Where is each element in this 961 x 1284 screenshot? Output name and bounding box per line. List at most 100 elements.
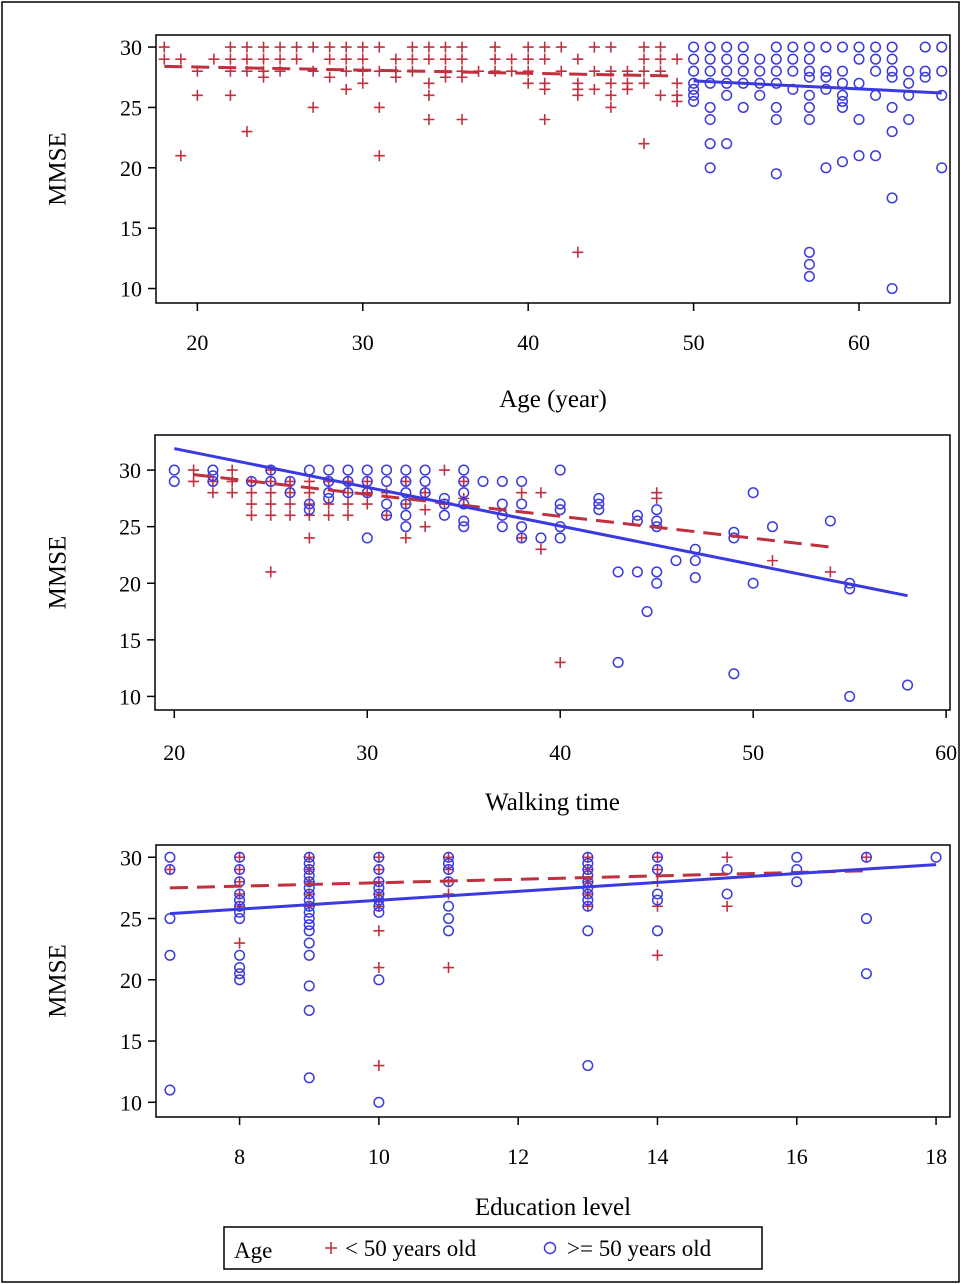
data-point-50-plus <box>803 53 815 65</box>
data-point-under-50 <box>539 41 551 53</box>
data-point-under-50 <box>284 509 296 521</box>
data-point-50-plus <box>373 863 385 876</box>
y-axis-label-age: MMSE <box>45 132 72 206</box>
legend: Age < 50 years old >= 50 years old <box>223 1226 763 1270</box>
data-point-50-plus <box>721 138 733 150</box>
data-point-50-plus <box>419 464 431 476</box>
data-point-50-plus <box>554 498 566 510</box>
data-point-50-plus <box>853 113 865 126</box>
data-point-50-plus <box>754 65 766 77</box>
panel-age: 20 30 40 50 60 10 15 20 25 30 Age (year) MMSE <box>45 34 951 413</box>
data-point-under-50 <box>406 41 418 53</box>
data-point-under-50 <box>284 487 296 499</box>
data-point-50-plus <box>770 101 782 113</box>
data-point-50-plus <box>886 71 898 83</box>
data-point-under-50 <box>234 851 246 863</box>
y-tick-label: 30 <box>119 458 141 483</box>
data-point-under-50 <box>274 53 286 65</box>
data-point-under-50 <box>443 962 455 974</box>
data-point-under-50 <box>373 962 385 974</box>
data-point-under-50 <box>456 53 468 65</box>
data-point-under-50 <box>439 53 451 65</box>
data-point-under-50 <box>555 65 567 77</box>
data-point-50-plus <box>458 521 470 533</box>
data-point-under-50 <box>303 851 315 863</box>
data-point-50-plus <box>381 464 393 476</box>
data-point-under-50 <box>516 487 528 499</box>
data-point-50-plus <box>820 65 832 77</box>
data-point-50-plus <box>234 974 246 986</box>
data-point-50-plus <box>458 498 470 510</box>
data-point-under-50 <box>340 83 352 95</box>
data-point-under-50 <box>651 851 663 863</box>
data-point-50-plus <box>554 464 566 476</box>
data-point-50-plus <box>787 65 799 77</box>
data-point-under-50 <box>535 543 547 555</box>
data-point-50-plus <box>234 968 246 980</box>
data-point-under-50 <box>582 900 594 912</box>
data-point-under-50 <box>303 498 315 510</box>
data-point-50-plus <box>303 925 315 937</box>
data-point-50-plus <box>704 138 716 150</box>
data-point-50-plus <box>886 282 898 295</box>
data-point-50-plus <box>728 668 740 680</box>
data-point-50-plus <box>919 65 931 77</box>
data-point-50-plus <box>234 888 246 900</box>
legend-label-under-50: < 50 years old <box>345 1236 477 1261</box>
data-point-under-50 <box>522 65 534 77</box>
data-point-50-plus <box>860 851 872 863</box>
data-point-under-50 <box>175 53 187 65</box>
data-point-under-50 <box>258 53 270 65</box>
data-point-50-plus <box>582 857 594 869</box>
x-tick-label: 60 <box>848 330 870 355</box>
data-point-50-plus <box>438 509 450 521</box>
data-point-50-plus <box>689 555 701 567</box>
data-point-50-plus <box>853 150 865 162</box>
data-point-50-plus <box>721 89 733 101</box>
data-point-under-50 <box>671 95 683 107</box>
data-point-under-50 <box>373 1060 385 1072</box>
data-point-50-plus <box>554 532 566 544</box>
data-point-50-plus <box>303 863 315 876</box>
data-point-under-50 <box>582 888 594 900</box>
data-point-50-plus <box>721 65 733 77</box>
data-point-50-plus <box>323 487 335 499</box>
data-point-50-plus <box>361 532 373 544</box>
data-point-50-plus <box>903 65 915 77</box>
data-point-50-plus <box>303 912 315 925</box>
data-point-50-plus <box>688 53 700 65</box>
data-point-50-plus <box>373 882 385 894</box>
data-point-50-plus <box>836 101 849 113</box>
data-point-under-50 <box>361 498 373 510</box>
y-axis-label-walking-time: MMSE <box>45 536 72 610</box>
data-point-50-plus <box>721 41 733 53</box>
data-point-50-plus <box>770 168 782 180</box>
data-point-under-50 <box>539 114 551 126</box>
data-point-50-plus <box>381 475 393 487</box>
data-point-under-50 <box>522 53 534 65</box>
data-point-under-50 <box>303 509 315 521</box>
data-point-under-50 <box>506 65 518 77</box>
y-tick-label: 20 <box>119 571 141 596</box>
data-point-50-plus <box>164 1084 176 1096</box>
plot-frame-education <box>155 844 951 1118</box>
data-point-50-plus <box>770 41 782 53</box>
data-point-under-50 <box>258 71 270 83</box>
data-point-under-50 <box>651 949 663 961</box>
data-point-50-plus <box>303 937 315 949</box>
data-point-under-50 <box>522 41 534 53</box>
y-tick-label: 10 <box>120 277 142 302</box>
legend-label-50-plus: >= 50 years old <box>567 1236 712 1261</box>
data-point-50-plus <box>704 53 716 65</box>
data-point-under-50 <box>274 41 286 53</box>
data-point-under-50 <box>381 509 393 521</box>
data-point-50-plus <box>582 851 594 863</box>
data-point-under-50 <box>489 41 501 53</box>
y-tick-label: 10 <box>120 1090 142 1115</box>
data-point-50-plus <box>820 41 832 53</box>
data-point-50-plus <box>582 870 594 882</box>
y-axis-label-education: MMSE <box>45 944 72 1018</box>
x-tick-label: 20 <box>163 740 185 765</box>
data-point-50-plus <box>442 900 455 912</box>
data-point-under-50 <box>539 53 551 65</box>
